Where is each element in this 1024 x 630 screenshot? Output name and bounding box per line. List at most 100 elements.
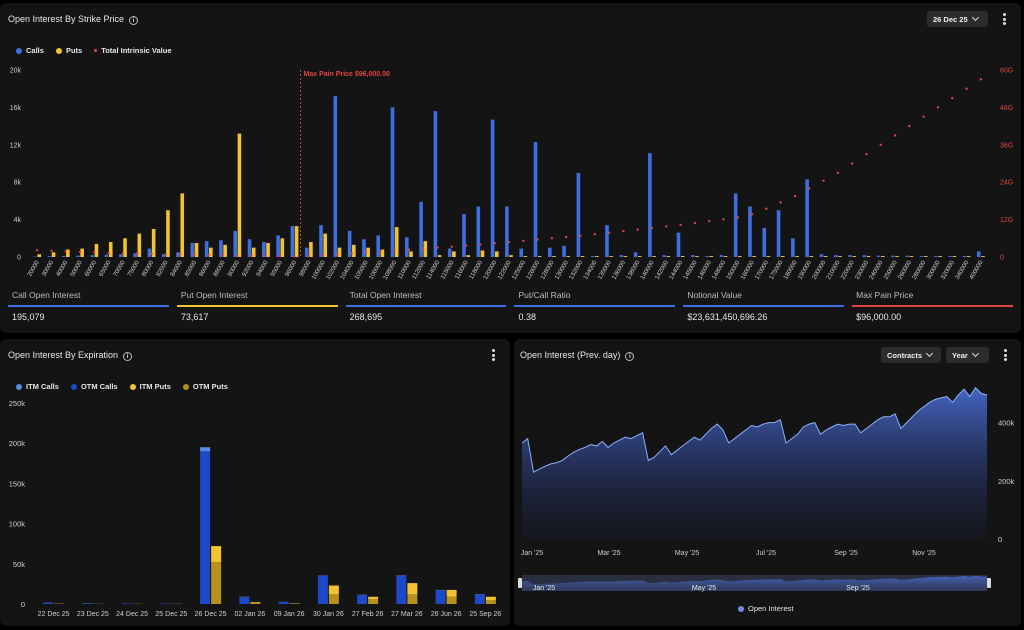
call-bar (304, 247, 309, 257)
call-bar (90, 255, 95, 257)
legend-otm-puts[interactable]: OTM Puts (182, 382, 228, 391)
x-tick-label: 25 Dec 25 (155, 611, 187, 618)
call-bar (833, 255, 838, 257)
intrinsic-value-point (908, 124, 911, 128)
x-tick-label: 24 Dec 25 (116, 611, 148, 618)
navigator-right-handle (987, 578, 991, 588)
call-bar (490, 119, 495, 258)
put-bar (280, 238, 285, 257)
legend-puts[interactable]: Puts (55, 46, 82, 55)
y-tick-label: 200k (998, 477, 1015, 486)
call-bar (748, 206, 752, 257)
call-bar (976, 251, 981, 257)
otm-calls-bar (474, 594, 485, 604)
intrinsic-value-point (836, 171, 840, 175)
x-tick-label: 84000 (169, 259, 184, 278)
intrinsic-value-point (364, 251, 368, 254)
y-tick-label: 16k (10, 105, 22, 112)
itm-puts-bar (446, 589, 457, 597)
put-bar (166, 210, 170, 257)
more-options-icon[interactable] (488, 348, 498, 362)
otm-calls-bar (82, 603, 93, 604)
x-tick-label: 60000 (83, 259, 98, 278)
x-tick-label: Sep '25 (834, 550, 858, 557)
x-tick-label: 20000 (26, 259, 41, 278)
x-tick-label: 27 Mar 26 (391, 611, 423, 618)
stat-label: Total Open Interest (349, 290, 422, 300)
x-tick-label: Nov '25 (912, 550, 936, 557)
navigator-area (522, 575, 987, 591)
otm-puts-bar (407, 594, 418, 604)
put-bar (123, 238, 127, 257)
contracts-dropdown[interactable]: Contracts (881, 347, 941, 363)
intrinsic-value-point (193, 253, 196, 257)
open-interest-dot-icon (738, 605, 744, 612)
call-bar (376, 235, 381, 257)
call-bar (633, 252, 638, 257)
call-bar (533, 141, 538, 257)
intrinsic-value-point (93, 251, 96, 254)
put-bar (952, 256, 957, 257)
itm-puts-dot-icon (129, 383, 136, 390)
x-tick-label: 27 Feb 26 (352, 611, 384, 618)
put-bar (738, 256, 742, 257)
intrinsic-value-point (479, 243, 482, 246)
expiry-date-dropdown[interactable]: 26 Dec 25 (927, 11, 988, 27)
stat-value: 73,617 (180, 311, 209, 322)
y2-tick-label: 0 (1000, 255, 1004, 262)
stat-label: Max Pain Price (856, 290, 914, 300)
x-tick-label: 88000 (212, 259, 227, 278)
call-bar (233, 230, 238, 257)
intrinsic-value-point (50, 249, 53, 252)
expiry-legend: ITM Calls OTM Calls ITM Puts OTM Puts (16, 382, 228, 391)
put-bar (66, 249, 70, 257)
stats-row: Call Open Interest 195,079 Put Open Inte… (8, 290, 1013, 330)
call-bar (161, 254, 166, 257)
contracts-dropdown-label: Contracts (887, 350, 923, 360)
intrinsic-value-point (650, 226, 654, 230)
otm-puts-bar (446, 596, 457, 604)
period-dropdown[interactable]: Year (946, 347, 989, 363)
y-tick-label: 4k (14, 217, 22, 224)
intrinsic-value-point (893, 134, 897, 137)
info-icon[interactable]: i (123, 352, 133, 361)
expiry-date-dropdown-label: 26 Dec 25 (933, 14, 968, 24)
intrinsic-value-point (564, 235, 568, 239)
info-icon[interactable]: i (625, 352, 635, 361)
intrinsic-value-point (736, 216, 739, 219)
legend-itm-calls[interactable]: ITM Calls (16, 382, 59, 391)
put-bar (766, 256, 771, 257)
intrinsic-value-point (979, 78, 983, 81)
x-tick-label: 96000 (284, 259, 299, 278)
legend-intrinsic[interactable]: Total Intrinsic Value (94, 46, 172, 55)
intrinsic-value-point (607, 231, 611, 234)
legend-itm-puts[interactable]: ITM Puts (129, 382, 171, 391)
x-tick-label: 26 Dec 25 (195, 611, 227, 618)
put-bar (94, 243, 99, 257)
legend-open-interest[interactable]: Open Interest (738, 604, 793, 613)
expiry-chart: 0 50k 100k 150k 200k 250k 22 Dec 25 23 Dec 25 24… (9, 399, 502, 618)
call-bar (47, 256, 52, 257)
put-bar (309, 242, 313, 257)
put-bar (795, 256, 799, 257)
more-options-icon[interactable] (1000, 348, 1010, 362)
y2-tick-label: 48G (1000, 105, 1013, 112)
intrinsic-value-point (522, 239, 525, 242)
call-bar (462, 213, 466, 257)
x-tick-label: 90000 (226, 259, 241, 278)
legend-calls[interactable]: Calls (16, 46, 44, 55)
intrinsic-value-point (665, 225, 668, 228)
call-bar (319, 225, 323, 257)
more-options-icon[interactable] (999, 12, 1009, 26)
x-tick-label: 26 Jun 26 (431, 611, 462, 618)
call-bar (862, 255, 867, 257)
info-icon[interactable]: i (129, 16, 139, 25)
x-tick-label: 40000 (55, 259, 70, 278)
x-tick-label: 25 Sep 26 (469, 611, 501, 618)
legend-otm-calls[interactable]: OTM Calls (70, 382, 118, 391)
intrinsic-value-point (393, 249, 396, 252)
put-bar (294, 226, 299, 257)
call-bar (276, 235, 280, 257)
otm-calls-bar (317, 575, 328, 604)
intrinsic-value-point (307, 254, 311, 258)
